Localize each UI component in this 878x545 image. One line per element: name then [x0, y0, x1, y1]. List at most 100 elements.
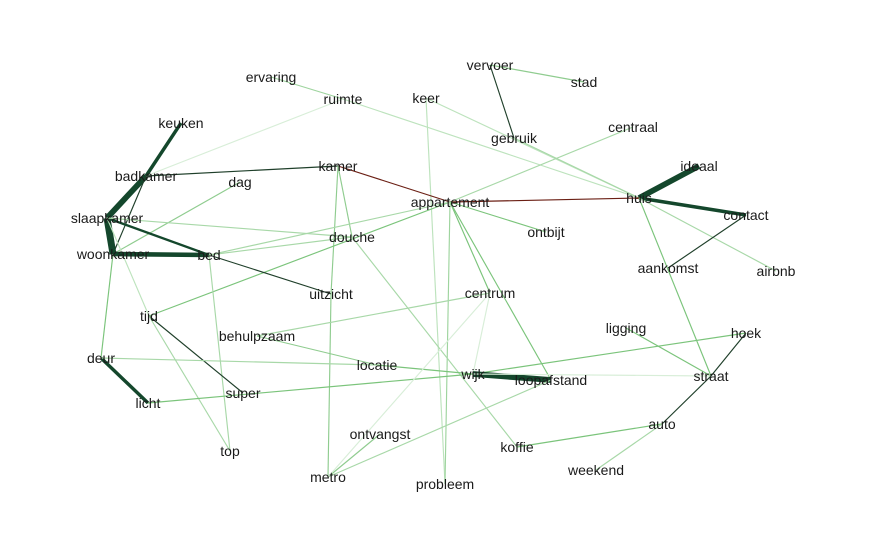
edge-appartement-ontbijt — [449, 201, 547, 233]
edge-bed-top — [208, 254, 231, 452]
node-licht: licht — [136, 395, 161, 411]
node-airbnb: airbnb — [757, 263, 796, 279]
edge-tijd-top — [148, 315, 231, 452]
edge-appartement-tijd — [148, 201, 451, 317]
edge-appartement-huis — [449, 197, 640, 203]
node-wijk: wijk — [460, 366, 485, 382]
edge-wijk-straat — [472, 373, 712, 377]
node-ervaring: ervaring — [246, 69, 297, 85]
node-auto: auto — [648, 416, 675, 432]
edge-huis-airbnb — [638, 197, 777, 272]
edge-uitzicht-metro — [327, 293, 332, 478]
node-badkamer: badkamer — [115, 168, 178, 184]
edge-huis-straat — [638, 197, 712, 377]
edge-kamer-uitzicht — [330, 165, 339, 295]
node-dag: dag — [228, 174, 251, 190]
edge-ervaring-ruimte — [270, 76, 344, 100]
node-huis: huis — [626, 190, 652, 206]
node-straat: straat — [693, 368, 728, 384]
node-douche: douche — [329, 229, 375, 245]
edge-slaapkamer-woonkamer — [103, 217, 117, 255]
edge-slaapkamer-tijd — [106, 217, 150, 317]
node-centraal: centraal — [608, 119, 658, 135]
edge-centrum-behulpzaam — [256, 292, 491, 337]
node-weekend: weekend — [567, 462, 624, 478]
node-koffie: koffie — [500, 439, 533, 455]
node-kamer: kamer — [319, 158, 358, 174]
edge-vervoer-gebruik — [489, 64, 515, 139]
edge-slaapkamer-bed — [106, 216, 210, 257]
edge-bed-douche — [208, 236, 353, 256]
edge-kamer-douche — [337, 165, 353, 238]
node-appartement: appartement — [411, 194, 490, 210]
edge-behulpzaam-locatie — [256, 335, 378, 366]
node-woonkamer: woonkamer — [76, 246, 150, 262]
edge-straat-auto — [661, 375, 712, 425]
edge-centrum-metro — [327, 292, 491, 478]
edge-auto-weekend — [595, 423, 663, 471]
node-aankomst: aankomst — [638, 260, 699, 276]
edge-slaapkamer-douche — [106, 217, 353, 238]
edge-appartement-bed — [208, 201, 451, 256]
node-ligging: ligging — [606, 320, 646, 336]
node-deur: deur — [87, 350, 115, 366]
edge-centraal-appartement — [449, 126, 634, 203]
edge-vervoer-stad — [489, 64, 585, 83]
node-slaapkamer: slaapkamer — [71, 210, 144, 226]
node-ontbijt: ontbijt — [527, 224, 564, 240]
node-stad: stad — [571, 74, 597, 90]
node-gebruik: gebruik — [491, 130, 538, 146]
edge-huis-contact — [638, 196, 747, 217]
node-keer: keer — [412, 90, 440, 106]
edge-woonkamer-bed — [112, 251, 210, 258]
node-ontvangst: ontvangst — [350, 426, 411, 442]
edge-licht-wijk — [147, 373, 474, 404]
edge-badkamer-slaapkamer — [104, 174, 149, 220]
node-tijd: tijd — [140, 308, 158, 324]
edge-hoek-straat — [710, 332, 747, 377]
node-probleem: probleem — [416, 476, 474, 492]
node-centrum: centrum — [465, 285, 516, 301]
edge-badkamer-kamer — [145, 165, 339, 177]
node-hoek: hoek — [731, 325, 762, 341]
node-vervoer: vervoer — [467, 57, 514, 73]
edge-ruimte-huis — [342, 98, 640, 199]
edge-appartement-probleem — [444, 201, 451, 485]
edge-auto-koffie — [516, 423, 663, 448]
edge-deur-locatie — [100, 357, 378, 366]
edge-deur-licht — [99, 356, 150, 405]
edge-ligging-straat — [625, 327, 712, 377]
nodes-layer: vervoer stad ervaring ruimte keer gebruik cent… — [71, 57, 796, 492]
node-keuken: keuken — [158, 115, 203, 131]
node-contact: contact — [723, 207, 768, 223]
edges-layer — [99, 64, 777, 485]
edge-wijk-loopafstand — [472, 371, 552, 383]
edge-keuken-badkamer — [144, 122, 183, 177]
edge-hoek-wijk — [472, 332, 747, 375]
edge-contact-aankomst — [667, 214, 747, 269]
node-loopafstand: loopafstand — [515, 372, 587, 388]
edge-badkamer-woonkamer — [112, 175, 147, 255]
edge-appartement-loopafstand — [449, 201, 552, 381]
edge-douche-koffie — [351, 236, 518, 448]
edge-loopafstand-metro — [327, 379, 552, 478]
edge-dag-woonkamer — [112, 181, 241, 255]
node-locatie: locatie — [357, 357, 398, 373]
edge-ontvangst-metro — [327, 433, 381, 478]
edge-locatie-wijk — [376, 364, 474, 375]
node-metro: metro — [310, 469, 346, 485]
node-bed: bed — [197, 247, 220, 263]
edge-ruimte-badkamer — [145, 98, 344, 177]
node-behulpzaam: behulpzaam — [219, 328, 295, 344]
edge-woonkamer-deur — [100, 253, 114, 359]
edge-keer-probleem — [425, 97, 446, 485]
edge-gebruik-huis — [513, 137, 640, 199]
node-ruimte: ruimte — [324, 91, 363, 107]
node-uitzicht: uitzicht — [309, 286, 353, 302]
node-ideaal: ideaal — [680, 158, 717, 174]
edge-bed-uitzicht — [208, 254, 332, 295]
edge-ideaal-huis — [637, 163, 701, 201]
edge-centrum-wijk — [472, 292, 491, 375]
node-super: super — [225, 385, 260, 401]
